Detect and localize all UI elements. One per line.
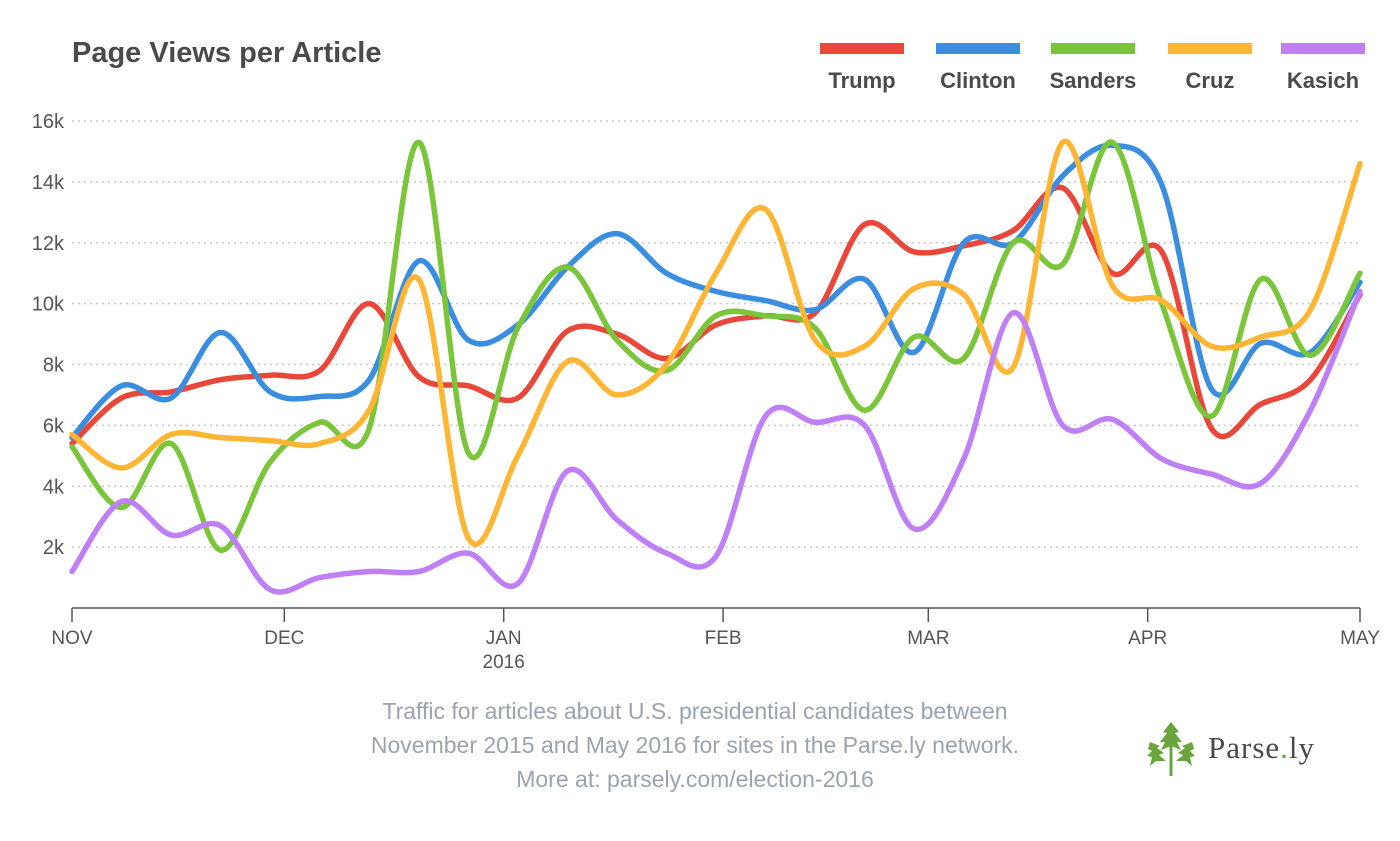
legend-label-trump: Trump (828, 68, 895, 93)
x-axis: NOV DEC JAN 2016 FEB MAR APR MAY (51, 607, 1380, 673)
legend-label-kasich: Kasich (1287, 68, 1359, 93)
x-tick-label: MAY (1340, 628, 1380, 649)
chart: Page Views per Article Trump Clinton Sande… (32, 37, 1380, 673)
legend: Trump Clinton Sanders Cruz Kasich (820, 43, 1365, 93)
legend-label-sanders: Sanders (1050, 68, 1137, 93)
series-line-sanders (69, 139, 1363, 553)
legend-swatch-trump (820, 43, 904, 54)
parsely-brand: Parse.ly (1146, 720, 1315, 776)
x-tick-label: DEC (264, 628, 304, 649)
series-line-clinton (69, 142, 1363, 441)
y-tick-label: 12k (32, 233, 65, 255)
x-tick-label: JAN (486, 628, 522, 649)
y-tick-label: 4k (43, 476, 65, 498)
x-tick-label: NOV (51, 628, 93, 649)
parsley-leaf-icon (1147, 722, 1195, 776)
legend-swatch-kasich (1281, 43, 1365, 54)
legend-label-cruz: Cruz (1186, 68, 1235, 93)
series-line-cruz (69, 138, 1363, 547)
caption-line-3: More at: parsely.com/election-2016 (516, 766, 874, 792)
x-tick-label: MAR (907, 628, 949, 649)
legend-label-clinton: Clinton (940, 68, 1016, 93)
x-tick-sublabel: 2016 (483, 652, 525, 673)
y-tick-label: 8k (43, 355, 65, 377)
legend-swatch-sanders (1051, 43, 1135, 54)
plot-area (69, 138, 1363, 595)
caption: Traffic for articles about U.S. presiden… (270, 694, 1120, 796)
grid-lines (72, 120, 1360, 548)
y-tick-label: 2k (43, 537, 65, 559)
x-tick-label: FEB (705, 628, 742, 649)
y-tick-label: 6k (43, 415, 65, 437)
legend-swatch-clinton (936, 43, 1020, 54)
y-axis: 2k 4k 6k 8k 10k 12k 14k 16k (32, 111, 65, 559)
y-tick-label: 10k (32, 294, 65, 316)
caption-line-1: Traffic for articles about U.S. presiden… (382, 698, 1008, 724)
x-tick-label: APR (1128, 628, 1167, 649)
series-line-kasich (69, 288, 1363, 595)
legend-swatch-cruz (1168, 43, 1252, 54)
y-tick-label: 16k (32, 111, 65, 133)
series-line-trump (69, 184, 1363, 447)
brand-name: Parse.ly (1208, 730, 1316, 765)
y-tick-label: 14k (32, 172, 65, 194)
chart-title: Page Views per Article (72, 37, 381, 69)
caption-line-2: November 2015 and May 2016 for sites in … (370, 732, 1020, 758)
